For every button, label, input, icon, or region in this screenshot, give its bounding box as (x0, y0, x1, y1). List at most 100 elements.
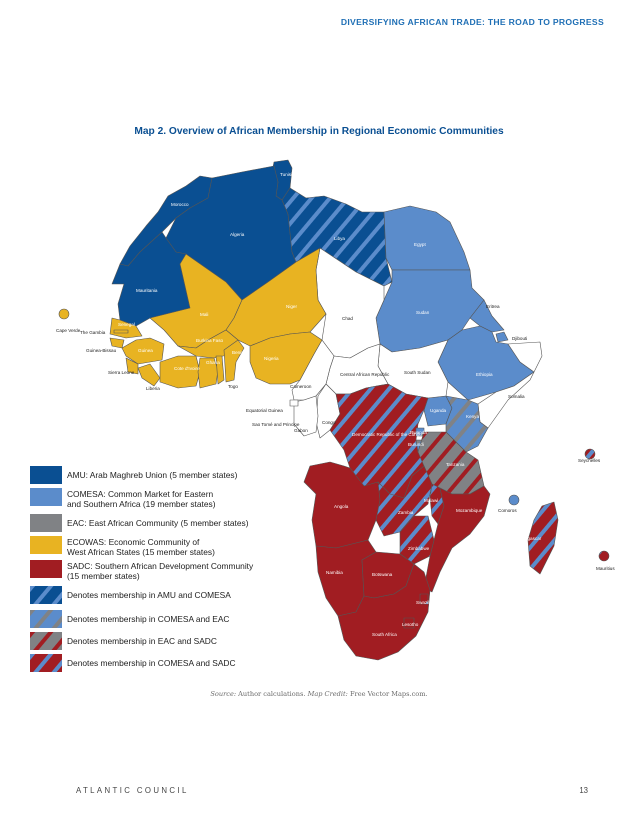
legend-swatch-eac (30, 514, 62, 532)
label-guinea-bissau: Guinea-Bissau (86, 348, 117, 353)
label-egypt: Egypt (414, 242, 426, 247)
label-zambia: Zambia (398, 510, 414, 515)
label-ghana: Ghana (206, 360, 220, 365)
label-ethiopia: Ethiopia (476, 372, 493, 377)
label-tanzania: Tanzania (446, 462, 465, 467)
country-south-africa (337, 563, 431, 661)
country-madagascar (527, 501, 559, 575)
country-gambia (113, 329, 129, 334)
label-mozambique: Mozambique (456, 508, 483, 513)
legend-label: Denotes membership in COMESA and SADC (67, 658, 236, 668)
label-seychelles: Seychelles (578, 458, 601, 463)
footer-organization: ATLANTIC COUNCIL (76, 786, 189, 795)
label-cape-verde: Cape Verde (56, 328, 81, 333)
label-congo: Congo (322, 420, 336, 425)
label-zimbabwe: Zimbabwe (408, 546, 430, 551)
label-djibouti: Djibouti (512, 336, 527, 341)
legend-label: SADC: Southern African Development Commu… (67, 561, 254, 581)
country-togo (215, 355, 225, 385)
label-cote-divoire: Cote d'Ivoire (174, 366, 200, 371)
legend-swatch-comesa-sadc (30, 654, 62, 672)
legend-item-amu: AMU: Arab Maghreb Union (5 member states… (30, 466, 330, 484)
label-mali: Mali (200, 312, 208, 317)
label-benin: Benin (232, 350, 244, 355)
legend-item-comesa-sadc: Denotes membership in COMESA and SADC (30, 654, 330, 672)
legend-swatch-ecowas (30, 536, 62, 554)
label-sudan: Sudan (416, 310, 430, 315)
legend-swatch-amu (30, 466, 62, 484)
country-libya (281, 187, 393, 287)
label-cameroon: Cameroon (290, 384, 312, 389)
legend-swatch-eac-sadc (30, 632, 62, 650)
country-ghana (197, 357, 219, 389)
label-somalia: Somalia (508, 394, 525, 399)
country-cote-divoire (159, 355, 201, 389)
legend-label: Denotes membership in EAC and SADC (67, 636, 217, 646)
legend-swatch-comesa (30, 488, 62, 506)
label-tunisia: Tunisia (280, 172, 295, 177)
label-niger: Niger (286, 304, 297, 309)
label-swaziland: Swaziland (416, 600, 437, 605)
label-drc: Democratic Republic of the Congo (352, 432, 422, 437)
label-uganda: Uganda (430, 408, 447, 413)
legend-label: AMU: Arab Maghreb Union (5 member states… (67, 470, 238, 480)
legend-item-ecowas: ECOWAS: Economic Community of West Africa… (30, 536, 330, 557)
label-car: Central African Republic (340, 372, 390, 377)
running-header: DIVERSIFYING AFRICAN TRADE: THE ROAD TO … (340, 17, 604, 27)
country-gabon (293, 395, 319, 437)
label-lesotho: Lesotho (402, 622, 419, 627)
label-chad: Chad (342, 316, 353, 321)
country-mozambique (423, 485, 491, 593)
legend-item-eac-sadc: Denotes membership in EAC and SADC (30, 632, 330, 650)
label-gambia: The Gambia (80, 330, 106, 335)
country-sierra-leone (125, 357, 139, 375)
country-swaziland (419, 593, 429, 605)
label-sao-tome: Sao Tomé and Principe (252, 422, 300, 427)
legend-item-comesa-eac: Denotes membership in COMESA and EAC (30, 610, 330, 628)
country-guinea-bissau (109, 337, 125, 349)
legend-swatch-comesa-eac (30, 610, 62, 628)
label-comoros: Comoros (498, 508, 517, 513)
label-malawi: Malawi (424, 498, 438, 503)
label-morocco: Morocco (171, 202, 189, 207)
label-libya: Libya (334, 236, 345, 241)
legend-item-amu-comesa: Denotes membership in AMU and COMESA (30, 586, 330, 604)
legend-swatch-sadc (30, 560, 62, 578)
country-djibouti (495, 331, 509, 343)
country-zambia (375, 465, 433, 537)
legend-label: Denotes membership in COMESA and EAC (67, 614, 230, 624)
map-title: Map 2. Overview of African Membership in… (134, 126, 504, 137)
country-nigeria (249, 331, 323, 385)
country-eq-guinea (289, 399, 299, 407)
label-namibia: Namibia (326, 570, 343, 575)
label-togo: Togo (228, 384, 238, 389)
label-mauritania: Mauritania (136, 288, 158, 293)
country-liberia (137, 363, 161, 387)
label-guinea: Guinea (138, 348, 153, 353)
label-nigeria: Nigeria (264, 356, 279, 361)
label-algeria: Algeria (230, 232, 245, 237)
country-benin (223, 339, 245, 383)
label-sierra-leone: Sierra Leone (108, 370, 135, 375)
legend-item-comesa: COMESA: Common Market for Eastern and Sou… (30, 488, 330, 509)
label-eritrea: Eritrea (486, 304, 500, 309)
label-eq-guinea: Equatorial Guinea (246, 408, 283, 413)
legend-item-sadc: SADC: Southern African Development Commu… (30, 560, 330, 581)
label-rwanda: Rwanda (410, 430, 427, 435)
country-comoros (508, 494, 520, 506)
legend-label: EAC: East African Community (5 member st… (67, 518, 249, 528)
legend-label: Denotes membership in AMU and COMESA (67, 590, 231, 600)
country-mauritius (598, 550, 610, 562)
country-lesotho (403, 617, 415, 629)
label-madagascar: Madagascar (516, 536, 542, 541)
source-note: Source: Author calculations. Map Credit:… (210, 690, 428, 698)
country-egypt (383, 205, 471, 271)
country-seychelles (584, 448, 596, 460)
country-guinea (121, 337, 165, 365)
label-gabon: Gabon (294, 428, 308, 433)
label-angola: Angola (334, 504, 349, 509)
page-number: 13 (579, 786, 588, 795)
label-south-africa: South Africa (372, 632, 397, 637)
country-labels: Tunisia Morocco Algeria Libya Egypt Maur… (56, 172, 615, 637)
